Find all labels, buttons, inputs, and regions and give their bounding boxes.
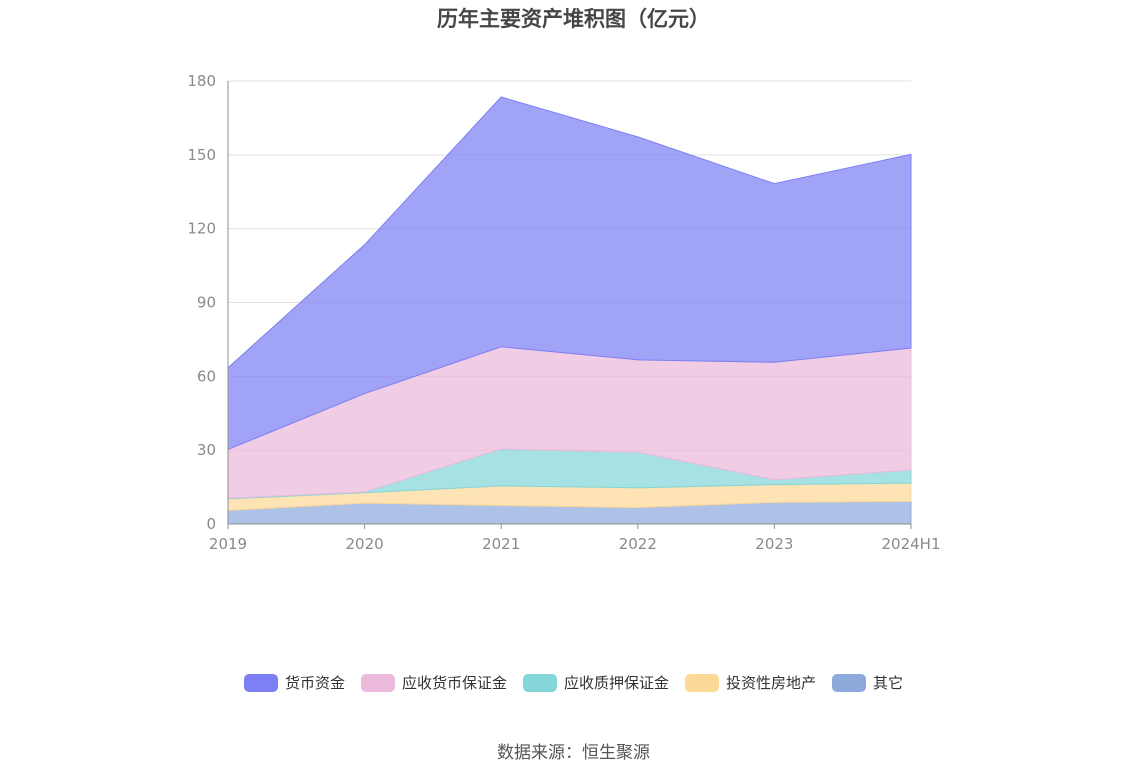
legend: 货币资金 应收货币保证金 应收质押保证金 投资性房地产 其它 [0, 672, 1147, 693]
y-tick-label: 30 [197, 441, 216, 459]
legend-swatch [832, 673, 867, 692]
data-source: 数据来源：恒生聚源 [497, 743, 650, 763]
x-tick-label: 2022 [619, 535, 657, 553]
legend-swatch [243, 673, 278, 692]
legend-label: 投资性房地产 [726, 674, 817, 692]
x-tick-label: 2021 [482, 535, 520, 553]
legend-label: 其它 [873, 674, 904, 692]
y-tick-label: 0 [206, 515, 216, 533]
legend-swatch [685, 673, 719, 692]
legend-item[interactable]: 其它 [832, 672, 903, 693]
y-tick-label: 120 [187, 220, 216, 238]
x-tick-label: 2023 [755, 535, 793, 553]
y-tick-label: 150 [187, 146, 216, 164]
axes: 0 30 60 90 120 150 180 2019 2020 2021 2022 2023 2024… [187, 72, 940, 553]
legend-label: 应收货币保证金 [401, 674, 507, 692]
y-tick-label: 180 [187, 72, 216, 90]
legend-item[interactable]: 投资性房地产 [685, 672, 816, 693]
legend-swatch [360, 673, 395, 692]
legend-label: 应收质押保证金 [563, 674, 669, 692]
area-series-4 [227, 96, 912, 451]
legend-item[interactable]: 应收货币保证金 [360, 672, 507, 693]
x-tick-label: 2019 [209, 535, 247, 553]
x-tick-label: 2020 [346, 535, 384, 553]
legend-item[interactable]: 应收质押保证金 [522, 672, 669, 693]
y-tick-label: 60 [197, 367, 216, 385]
x-tick-label: 2024H1 [882, 535, 941, 553]
chart-title: 历年主要资产堆积图（亿元） [437, 7, 710, 31]
legend-label: 货币资金 [284, 674, 345, 692]
area-series [227, 96, 912, 525]
legend-swatch [522, 673, 557, 692]
y-tick-label: 90 [197, 294, 216, 312]
legend-item[interactable]: 货币资金 [243, 672, 345, 693]
